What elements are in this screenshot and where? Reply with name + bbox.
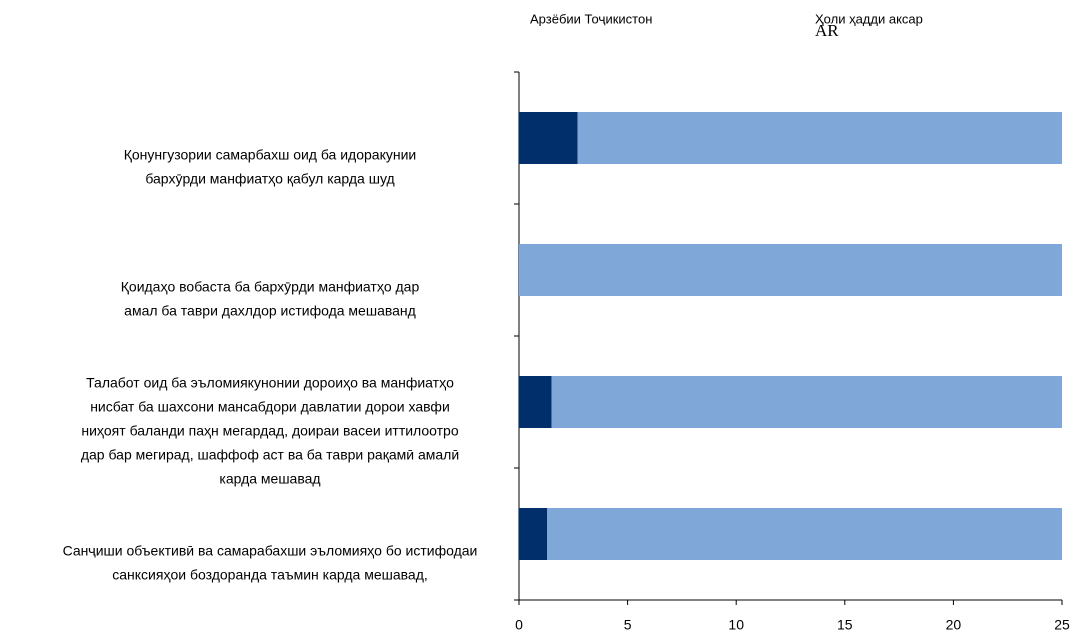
category-label: бархӯрди манфиатҳо қабул карда шуд — [145, 171, 394, 187]
bar-segment — [519, 112, 578, 164]
category-label: дар бар мегирад, шаффоф аст ва ба таври … — [81, 447, 459, 463]
legend-label: Арзёбии Тоҷикистон — [530, 11, 652, 26]
x-tick-label: 5 — [624, 617, 632, 633]
bar-segment — [519, 376, 552, 428]
category-label: нисбат ба шахсони мансабдори давлатии до… — [90, 399, 450, 415]
bar-segment — [519, 508, 548, 560]
category-label: Санҷиши объективӣ ва самарабахши эъломия… — [63, 543, 478, 559]
legend-label: Ҳоли ҳадди аксар — [815, 11, 923, 26]
x-tick-label: 0 — [515, 617, 523, 633]
category-label: санксияҳои боздоранда таъмин карда мешав… — [112, 567, 428, 583]
category-label: Қонунгузории самарбахш оид ба идоракунии — [124, 147, 417, 163]
category-label: Талабот оид ба эъломиякунонии дороиҳо ва… — [86, 375, 454, 391]
annotation: AR — [815, 21, 839, 40]
category-label: Қоидаҳо вобаста ба бархӯрди манфиатҳо да… — [121, 279, 420, 295]
x-tick-label: 25 — [1054, 617, 1070, 633]
bar-segment — [547, 508, 1062, 560]
category-label: амал ба таври дахлдор истифода мешаванд — [124, 303, 416, 319]
bar-segment — [551, 376, 1062, 428]
x-tick-label: 10 — [728, 617, 744, 633]
category-label: ниҳоят баланди паҳн мегардад, доираи вас… — [81, 423, 458, 439]
category-label: карда мешавад — [219, 471, 320, 487]
x-tick-label: 15 — [837, 617, 853, 633]
x-tick-label: 20 — [946, 617, 962, 633]
bar-segment — [577, 112, 1062, 164]
bar-segment — [519, 244, 1062, 296]
